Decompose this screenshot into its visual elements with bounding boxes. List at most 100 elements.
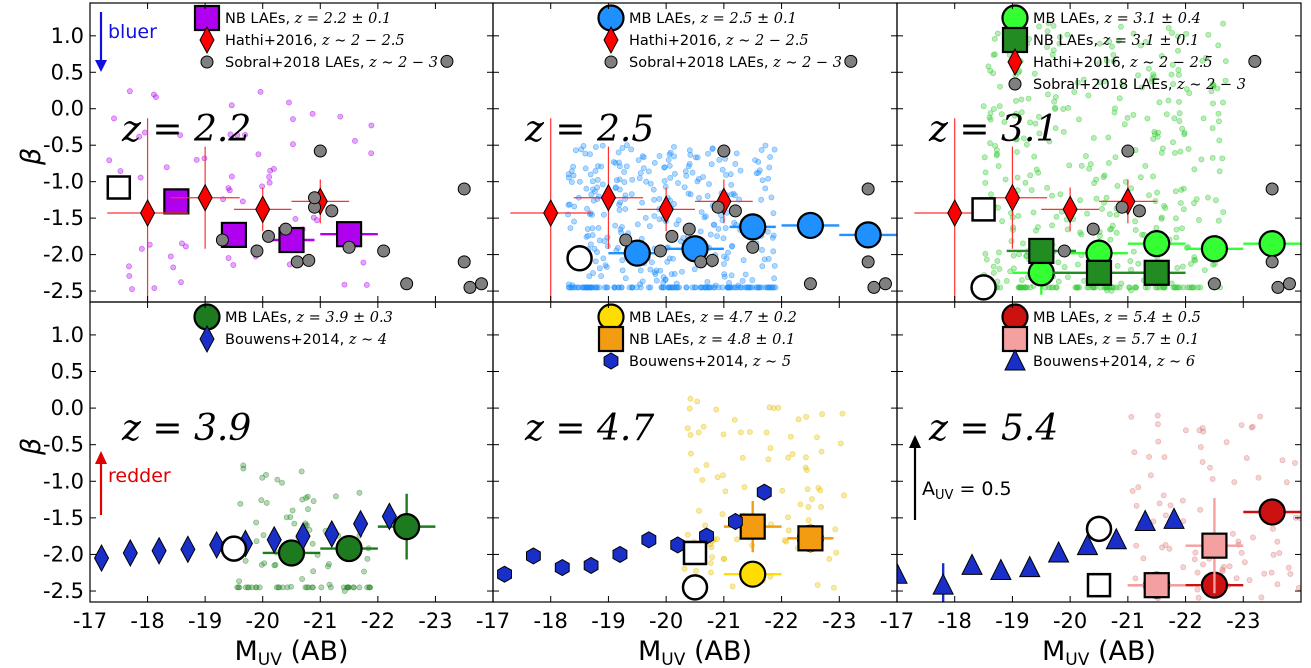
faint-point: [719, 284, 726, 291]
faint-point: [689, 169, 696, 176]
faint-point: [290, 116, 296, 123]
faint-point: [700, 174, 706, 180]
xtick-label: -23: [418, 609, 452, 633]
faint-point: [1051, 98, 1058, 105]
faint-point: [1283, 479, 1290, 486]
faint-point: [997, 83, 1003, 90]
faint-point: [356, 584, 363, 591]
faint-point: [1129, 488, 1136, 494]
point-sobral-2018-laes: [711, 200, 725, 214]
faint-point: [1175, 33, 1181, 40]
faint-point: [1163, 111, 1170, 118]
faint-point: [681, 565, 688, 572]
faint-point: [622, 195, 628, 202]
faint-point: [1133, 284, 1139, 291]
faint-point: [692, 154, 699, 161]
faint-point: [1193, 196, 1200, 203]
faint-point: [1179, 263, 1186, 270]
faint-point: [804, 486, 811, 493]
faint-point: [765, 175, 772, 182]
faint-point: [728, 272, 735, 279]
faint-point: [248, 584, 255, 591]
faint-point: [696, 195, 702, 201]
legend-math: z = 5.4 ± 0.5: [1103, 310, 1201, 326]
faint-point: [1191, 556, 1198, 563]
faint-point: [708, 544, 715, 551]
legend-marker: [199, 324, 215, 354]
faint-point: [755, 158, 762, 165]
faint-point: [1130, 30, 1137, 37]
faint-point: [1154, 412, 1161, 419]
point-sobral-2018-laes: [803, 277, 817, 291]
faint-point: [661, 164, 668, 171]
faint-point: [1222, 58, 1229, 65]
faint-point: [628, 191, 635, 198]
point-mb-laes: [335, 534, 363, 563]
point-hathi-2016: [1004, 183, 1020, 212]
faint-point: [687, 152, 694, 158]
faint-point: [704, 278, 711, 285]
point-sobral-2018-laes: [261, 229, 275, 243]
faint-point: [1053, 213, 1060, 220]
faint-point: [299, 496, 306, 503]
faint-point: [619, 267, 626, 274]
faint-point: [596, 237, 603, 244]
faint-point: [1149, 75, 1156, 82]
faint-point: [1168, 71, 1175, 78]
legend-marker: [1008, 77, 1022, 91]
xtick-label: -20: [1053, 609, 1087, 633]
faint-point: [1170, 284, 1177, 291]
faint-point: [993, 147, 1000, 154]
faint-point: [1142, 163, 1149, 169]
faint-point: [260, 532, 267, 539]
faint-point: [1056, 40, 1063, 47]
faint-point: [1145, 65, 1152, 72]
faint-point: [645, 284, 652, 291]
point-sobral-2018-laes: [1265, 255, 1279, 269]
faint-point: [673, 221, 680, 228]
faint-point: [785, 454, 792, 461]
faint-point: [603, 284, 610, 291]
faint-point: [694, 154, 701, 161]
faint-point: [1214, 85, 1221, 92]
faint-point: [1046, 138, 1053, 145]
faint-point: [599, 181, 606, 188]
legend-math: z = 4.7 ± 0.2: [699, 310, 797, 326]
legend-math: z = 2.2 ± 0.1: [294, 11, 392, 27]
faint-point: [1027, 172, 1034, 179]
faint-point: [733, 150, 740, 157]
point-sobral-2018-laes: [717, 144, 731, 158]
faint-point: [582, 165, 589, 172]
faint-point: [1132, 218, 1138, 225]
faint-point: [604, 234, 611, 241]
point-mb-laes: [277, 539, 306, 567]
faint-point: [762, 142, 769, 149]
faint-point: [587, 151, 593, 158]
faint-point: [1147, 472, 1154, 479]
faint-point: [616, 201, 623, 208]
faint-point: [1255, 474, 1262, 481]
legend-math: z ∼ 2 − 2.5: [725, 33, 809, 49]
faint-point: [740, 257, 747, 264]
faint-point: [1049, 51, 1056, 58]
faint-point: [1052, 125, 1059, 132]
faint-point: [305, 584, 312, 591]
faint-point: [1203, 54, 1209, 61]
point-sobral-2018-laes: [463, 280, 477, 294]
point-sobral-2018-laes: [457, 255, 471, 269]
ytick-label: 1.0: [51, 323, 84, 347]
faint-point: [995, 204, 1001, 211]
faint-point: [637, 170, 644, 176]
faint-point: [1219, 155, 1226, 162]
faint-point: [1181, 131, 1188, 138]
faint-point: [982, 179, 989, 186]
faint-point: [1064, 31, 1071, 38]
faint-point: [1146, 192, 1152, 199]
faint-point: [193, 156, 200, 163]
faint-point: [697, 228, 704, 235]
faint-point: [1110, 52, 1117, 58]
faint-point: [837, 440, 844, 447]
faint-point: [1045, 91, 1051, 98]
faint-point: [1101, 172, 1108, 179]
faint-point: [1197, 444, 1204, 450]
